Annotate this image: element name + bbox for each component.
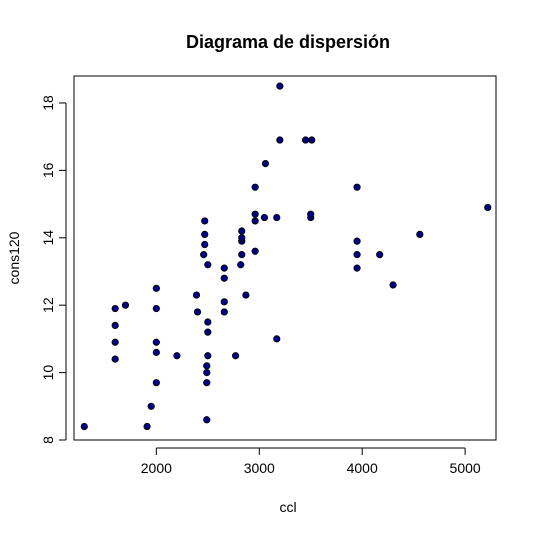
data-points	[80, 82, 492, 431]
data-point	[204, 352, 212, 360]
plot-frame	[73, 75, 497, 441]
data-point	[353, 183, 361, 191]
data-point	[111, 355, 119, 363]
x-tick-label: 5000	[450, 460, 481, 476]
data-point	[204, 318, 212, 326]
data-point	[152, 304, 160, 313]
y-tick-label: 18	[40, 95, 56, 111]
data-point	[484, 203, 492, 212]
data-point	[204, 261, 212, 269]
data-point	[238, 251, 246, 259]
data-point	[251, 210, 259, 218]
data-point	[220, 298, 228, 306]
data-point	[416, 230, 424, 239]
data-point	[121, 301, 130, 309]
data-point	[220, 264, 228, 272]
data-point	[220, 274, 228, 282]
data-point	[273, 335, 281, 343]
data-point	[273, 213, 281, 222]
data-point	[203, 362, 211, 370]
data-point	[201, 240, 209, 249]
y-tick-label: 14	[40, 230, 56, 246]
data-point	[238, 227, 246, 235]
data-point	[152, 379, 160, 387]
data-point	[376, 251, 384, 259]
x-axis-label: ccl	[279, 499, 296, 515]
y-tick-label: 8	[40, 436, 56, 444]
data-point	[203, 368, 211, 377]
x-tick-label: 4000	[347, 460, 378, 476]
data-point	[204, 328, 212, 336]
y-axis-label: cons120	[6, 231, 22, 284]
data-point	[80, 422, 88, 431]
data-point	[276, 82, 284, 90]
data-point	[203, 416, 211, 424]
data-point	[111, 321, 119, 330]
data-point	[238, 234, 246, 242]
data-point	[143, 422, 151, 431]
data-point	[201, 230, 209, 239]
data-point	[301, 136, 310, 144]
data-point	[353, 237, 361, 245]
x-tick-label: 3000	[244, 460, 275, 476]
y-tick-label: 10	[40, 365, 56, 381]
data-point	[307, 210, 315, 218]
data-point	[276, 136, 284, 144]
data-point	[260, 213, 269, 222]
data-point	[201, 217, 209, 225]
data-point	[192, 291, 201, 299]
y-tick-label: 12	[40, 297, 56, 313]
data-point	[251, 183, 259, 191]
y-axis: 8 10 12 14 16 18	[40, 95, 67, 444]
data-point	[147, 402, 155, 410]
data-point	[152, 338, 160, 346]
data-point	[242, 291, 250, 299]
chart-title: Diagrama de dispersión	[186, 32, 390, 52]
y-tick-label: 16	[40, 162, 56, 178]
data-point	[251, 247, 259, 255]
data-point	[173, 352, 181, 360]
data-point	[231, 352, 240, 360]
data-point	[111, 304, 119, 313]
data-point	[353, 251, 361, 259]
x-tick-label: 2000	[141, 460, 172, 476]
data-point	[353, 264, 361, 272]
data-point	[193, 308, 202, 316]
data-point	[203, 379, 211, 387]
data-point	[308, 136, 316, 144]
data-point	[220, 308, 228, 316]
data-point	[152, 284, 160, 292]
x-axis: 2000 3000 4000 5000	[141, 447, 481, 476]
data-point	[237, 261, 245, 269]
data-point	[200, 251, 208, 259]
data-point	[251, 217, 259, 225]
data-point	[261, 160, 270, 168]
data-point	[389, 281, 397, 289]
data-point	[152, 348, 160, 356]
data-point	[111, 338, 119, 346]
